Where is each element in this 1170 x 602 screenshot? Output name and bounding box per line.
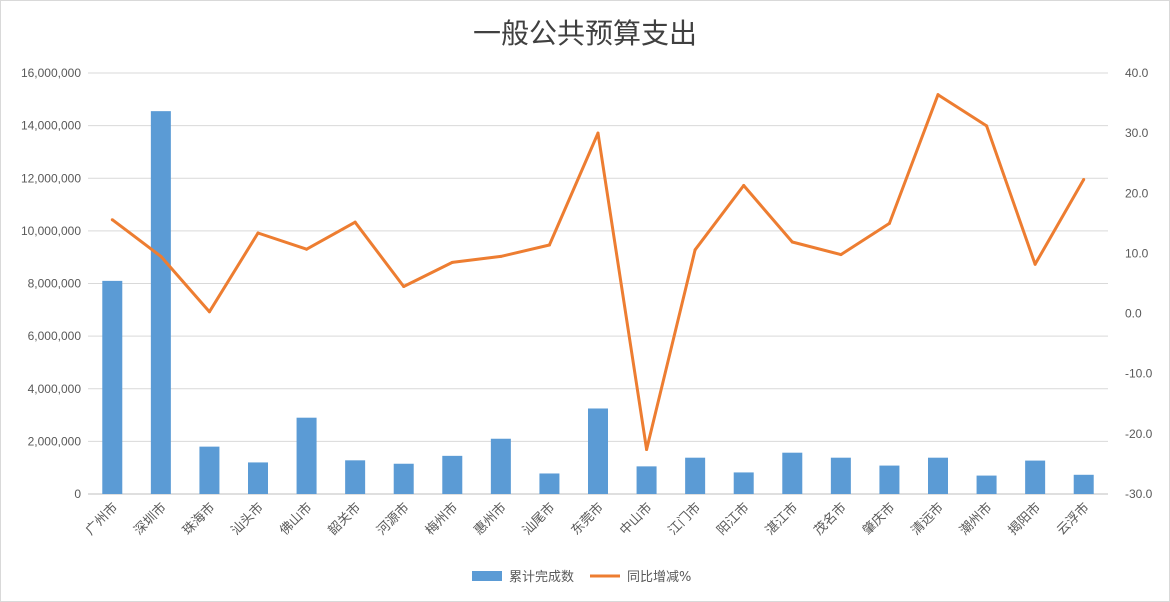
- line-point: [596, 131, 600, 135]
- bar: [490, 438, 511, 494]
- category-label: 汕头市: [228, 500, 267, 539]
- category-label: 清远市: [908, 500, 947, 539]
- line-point: [450, 260, 454, 264]
- line-point: [1033, 262, 1037, 266]
- left-tick-label: 2,000,000: [28, 434, 82, 448]
- bar: [539, 473, 560, 494]
- bar: [1073, 474, 1094, 494]
- bar: [102, 280, 123, 494]
- category-label: 珠海市: [179, 500, 218, 539]
- right-tick-label: -30.0: [1125, 487, 1153, 501]
- bar: [345, 460, 366, 494]
- line-point: [207, 310, 211, 314]
- legend-bar-swatch: [472, 571, 502, 581]
- line-point: [790, 240, 794, 244]
- line-point: [305, 247, 309, 251]
- line-point: [839, 253, 843, 257]
- line-point: [353, 220, 357, 224]
- category-label: 梅州市: [422, 500, 461, 539]
- bar: [150, 111, 171, 494]
- category-label: 广州市: [82, 500, 121, 539]
- category-label: 河源市: [374, 500, 413, 539]
- right-tick-label: 40.0: [1125, 66, 1149, 80]
- bar: [879, 465, 900, 494]
- legend: 累计完成数 同比增减%: [472, 570, 691, 585]
- right-axis-ticks: -30.0 -20.0 -10.0 0.0 10.0 20.0 30.0 40.0: [1125, 66, 1153, 501]
- line-point: [693, 248, 697, 252]
- line-point: [985, 124, 989, 128]
- bar-series: [102, 111, 1094, 494]
- legend-bar-label: 累计完成数: [509, 570, 574, 585]
- left-tick-label: 6,000,000: [28, 329, 82, 343]
- line-point: [499, 254, 503, 258]
- category-label: 佛山市: [276, 500, 315, 539]
- category-label: 汕尾市: [519, 500, 558, 539]
- left-tick-label: 16,000,000: [21, 66, 81, 80]
- left-tick-label: 12,000,000: [21, 171, 81, 185]
- line-point: [110, 218, 114, 222]
- right-tick-label: -10.0: [1125, 367, 1153, 381]
- bar: [199, 446, 220, 494]
- bar: [588, 408, 608, 494]
- chart-title: 一般公共预算支出: [472, 17, 697, 50]
- bar: [442, 455, 463, 494]
- left-tick-label: 0: [74, 487, 81, 501]
- left-tick-label: 8,000,000: [28, 277, 82, 291]
- line-point: [887, 221, 891, 225]
- bar: [976, 475, 997, 494]
- right-tick-label: 10.0: [1125, 246, 1149, 260]
- legend-line-label: 同比增减%: [627, 570, 691, 585]
- category-label: 江门市: [665, 500, 704, 539]
- category-label: 云浮市: [1054, 500, 1093, 539]
- category-label: 茂名市: [811, 500, 850, 539]
- category-label: 东莞市: [568, 500, 607, 539]
- bar: [928, 457, 948, 494]
- left-axis-ticks: 0 2,000,000 4,000,000 6,000,000 8,000,000 10,…: [21, 66, 81, 501]
- bar: [830, 457, 851, 494]
- category-label: 韶关市: [325, 500, 364, 539]
- category-label: 揭阳市: [1005, 500, 1044, 539]
- category-label: 肇庆市: [859, 500, 898, 539]
- left-tick-label: 14,000,000: [21, 119, 81, 133]
- category-label: 中山市: [616, 500, 655, 539]
- left-tick-label: 4,000,000: [28, 382, 82, 396]
- line-point: [936, 93, 940, 97]
- category-label: 潮州市: [956, 500, 995, 539]
- left-tick-label: 10,000,000: [21, 224, 81, 238]
- line-point: [547, 243, 551, 247]
- bar: [782, 452, 803, 494]
- line-path: [111, 93, 1086, 451]
- line-point: [159, 254, 163, 258]
- line-point: [402, 285, 406, 289]
- bar: [636, 466, 657, 494]
- line-series: [110, 93, 1086, 451]
- category-label: 深圳市: [131, 500, 170, 539]
- line-point: [1082, 177, 1086, 181]
- category-labels: 广州市 深圳市 珠海市 汕头市 佛山市 韶关市 河源市 梅州市 惠州市 汕尾市 东莞市 中山市 江门市阳…: [82, 500, 1092, 539]
- bar: [1025, 460, 1046, 494]
- bar: [733, 472, 754, 494]
- right-tick-label: 30.0: [1125, 126, 1149, 140]
- right-tick-label: 0.0: [1125, 307, 1142, 321]
- bar: [296, 417, 317, 494]
- bar: [248, 462, 268, 494]
- category-label: 惠州市: [471, 500, 510, 539]
- gridlines: [88, 72, 1108, 495]
- bar: [685, 457, 706, 494]
- line-point: [742, 183, 746, 187]
- line-point: [645, 447, 649, 451]
- category-label: 湛江市: [762, 500, 801, 539]
- category-label: 阳江市: [714, 500, 753, 539]
- line-point: [256, 231, 260, 235]
- bar: [393, 463, 414, 494]
- right-tick-label: -20.0: [1125, 427, 1153, 441]
- right-tick-label: 20.0: [1125, 186, 1149, 200]
